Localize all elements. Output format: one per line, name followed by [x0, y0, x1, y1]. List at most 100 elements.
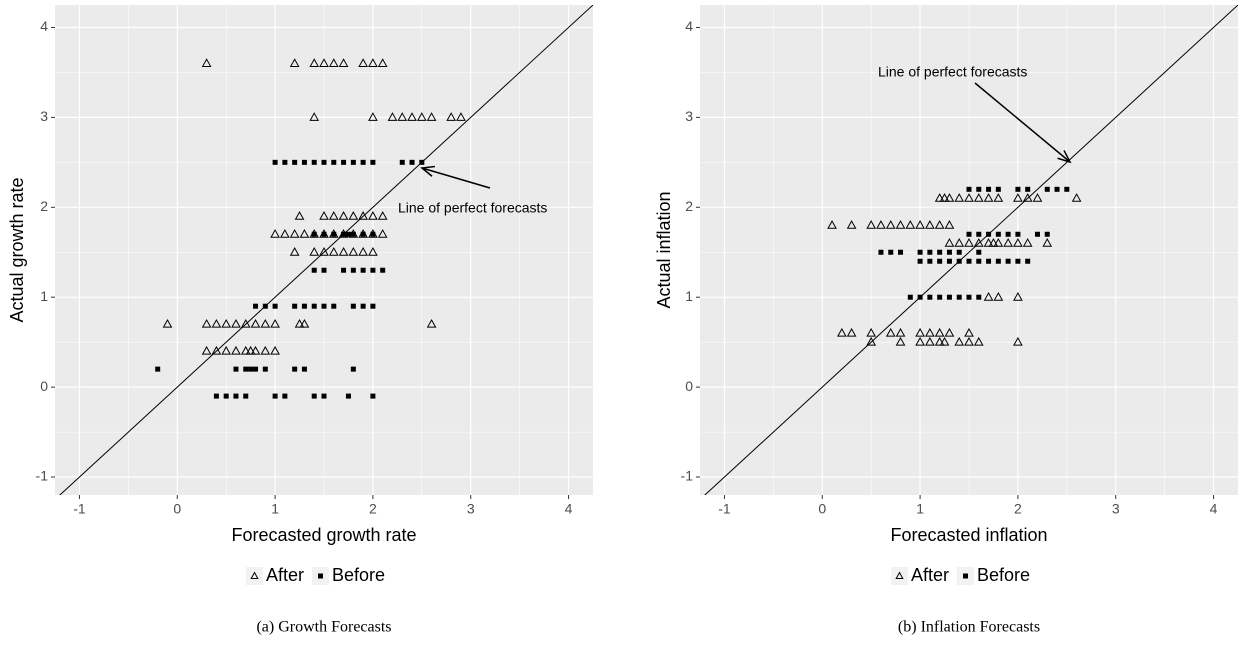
point: [1003, 238, 1013, 247]
point: [350, 231, 356, 237]
point: [1015, 231, 1021, 237]
point: [321, 393, 327, 399]
point: [260, 345, 271, 355]
point: [973, 336, 984, 346]
point: [966, 258, 972, 264]
point: [983, 193, 994, 202]
point: [253, 366, 259, 372]
point: [328, 247, 339, 256]
point: [1005, 258, 1011, 264]
point: [338, 211, 349, 220]
caption: (b) Inflation Forecasts: [898, 619, 1040, 636]
point: [927, 294, 933, 300]
point: [387, 112, 398, 121]
legend: After Before: [246, 565, 385, 585]
point: [976, 231, 982, 237]
point: [358, 211, 368, 220]
point: [895, 220, 906, 229]
arrow-head: [1057, 150, 1072, 164]
point: [419, 159, 425, 165]
x-tick-label: -1: [73, 501, 86, 517]
point: [155, 366, 161, 372]
point: [309, 112, 320, 121]
point: [368, 112, 378, 121]
point: [964, 238, 974, 247]
annotation-arrow: [421, 167, 491, 189]
legend-key-bg: [246, 567, 263, 585]
legend-label: Before: [332, 565, 385, 585]
point: [370, 267, 376, 273]
annotation-arrow: [974, 82, 1071, 163]
point: [976, 249, 982, 255]
point: [966, 231, 972, 237]
point: [301, 366, 307, 372]
point: [878, 249, 884, 255]
point: [289, 58, 300, 67]
point: [995, 258, 1001, 264]
point: [350, 267, 356, 273]
point: [245, 345, 256, 355]
y-tick-label: 3: [40, 108, 48, 124]
point: [1044, 231, 1050, 237]
point: [311, 159, 317, 165]
point: [338, 247, 349, 256]
y-tick-label: 0: [40, 378, 48, 394]
point: [866, 220, 877, 229]
point: [964, 327, 974, 337]
point: [866, 327, 877, 337]
y-tick-label: 3: [685, 108, 693, 124]
point: [944, 220, 955, 229]
x-axis-title: Forecasted inflation: [890, 525, 1047, 545]
point: [1054, 186, 1060, 192]
point: [240, 318, 251, 328]
y-axis-title: Actual inflation: [654, 191, 674, 308]
point: [888, 249, 894, 255]
point: [846, 327, 857, 337]
point: [331, 303, 337, 309]
point: [995, 231, 1001, 237]
point: [934, 336, 945, 346]
point: [345, 231, 351, 237]
perfect-forecast-line: [704, 5, 1238, 495]
y-tick-label: -1: [36, 468, 49, 484]
legend-key: [963, 573, 969, 579]
legend-key: [318, 573, 324, 579]
point: [377, 211, 388, 220]
point: [956, 249, 962, 255]
point: [231, 345, 241, 355]
point: [233, 393, 239, 399]
x-tick-label: 1: [916, 501, 924, 517]
legend-label: After: [266, 565, 304, 585]
point: [905, 220, 916, 229]
point: [262, 303, 268, 309]
point: [993, 238, 1004, 247]
point: [1015, 186, 1021, 192]
point: [939, 193, 950, 202]
caption: (a) Growth Forecasts: [256, 619, 391, 636]
point: [270, 229, 280, 238]
point: [348, 211, 359, 220]
y-tick-label: 0: [685, 378, 693, 394]
point: [282, 159, 288, 165]
point: [966, 294, 972, 300]
y-tick-label: 2: [685, 198, 693, 214]
point: [319, 58, 329, 67]
point: [350, 303, 356, 309]
point: [368, 211, 378, 220]
point: [1042, 238, 1053, 247]
point: [370, 231, 376, 237]
point: [292, 366, 298, 372]
point: [321, 231, 327, 237]
point: [456, 112, 466, 121]
x-tick-label: 4: [1210, 501, 1218, 517]
point: [954, 193, 965, 202]
point: [407, 112, 417, 121]
point: [292, 303, 298, 309]
point: [260, 318, 271, 328]
point: [248, 366, 254, 372]
point: [1025, 186, 1031, 192]
point: [1071, 193, 1082, 202]
point: [328, 58, 339, 67]
point: [966, 186, 972, 192]
y-tick-label: 4: [40, 18, 48, 34]
